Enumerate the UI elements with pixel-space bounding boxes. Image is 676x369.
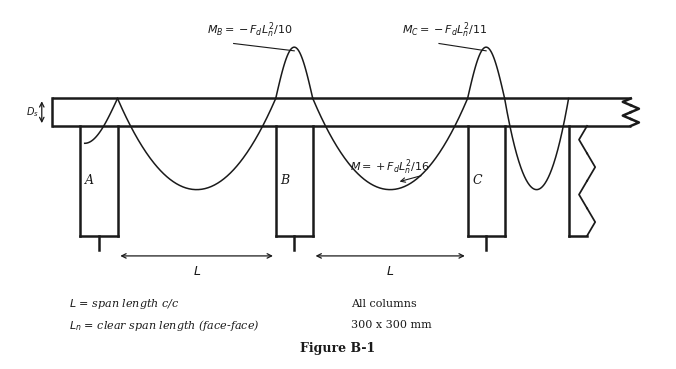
Text: $L$: $L$ [386,265,394,278]
Text: C: C [473,174,482,187]
Text: $L$: $L$ [193,265,201,278]
Text: $L_n$ = clear span length (face-face): $L_n$ = clear span length (face-face) [69,318,259,333]
Text: B: B [281,174,289,187]
Text: $M_B = - F_dL_n^2/10$: $M_B = - F_dL_n^2/10$ [207,20,292,40]
Text: $M = + F_dL_n^2/16$: $M = + F_dL_n^2/16$ [350,158,430,177]
Text: 300 x 300 mm: 300 x 300 mm [352,321,432,331]
Text: $L$ = span length c/c: $L$ = span length c/c [69,297,179,311]
Text: All columns: All columns [352,299,417,308]
Text: Figure B-1: Figure B-1 [300,342,376,355]
Text: $M_C = - F_dL_n^2/11$: $M_C = - F_dL_n^2/11$ [402,20,487,40]
Text: $D_s$: $D_s$ [26,105,39,119]
Text: A: A [85,174,94,187]
